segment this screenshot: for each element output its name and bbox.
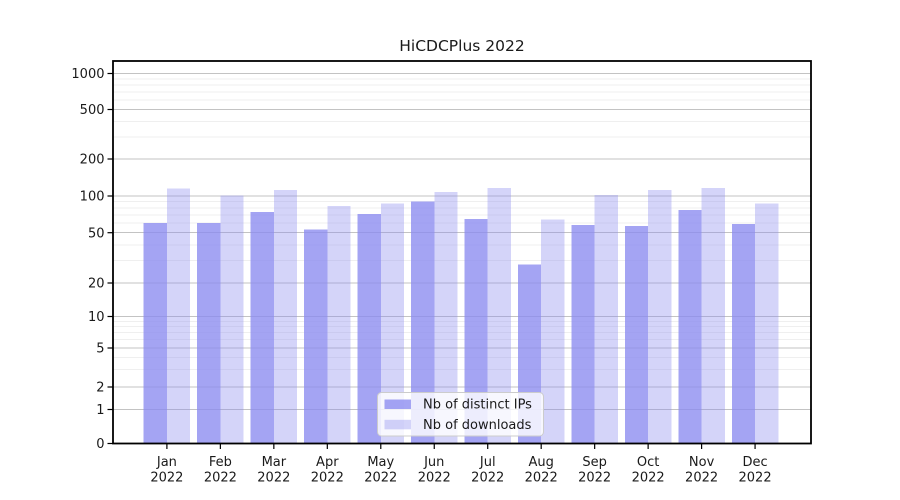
plot-frame xyxy=(112,60,812,445)
bar-distinct-ips-jan xyxy=(143,223,167,444)
legend-label-distinct-ips: Nb of distinct IPs xyxy=(423,398,532,413)
bar-downloads-apr xyxy=(327,205,351,444)
y-axis-tick-label: 5 xyxy=(96,342,104,357)
y-axis-tick-label: 0 xyxy=(96,437,104,452)
legend-swatch-downloads xyxy=(384,419,411,430)
minor-gridlines xyxy=(113,78,811,371)
chart-title: HiCDCPlus 2022 xyxy=(399,37,524,55)
bar-downloads-aug xyxy=(541,219,565,444)
axis-labels: 01251020501002005001000Jan2022Feb2022Mar… xyxy=(71,67,771,485)
x-axis-month-label: Mar xyxy=(262,455,287,470)
x-axis-year-label: 2022 xyxy=(257,471,290,486)
legend-swatch-distinct-ips xyxy=(384,399,411,409)
x-axis-month-label: Dec xyxy=(742,455,767,470)
x-axis-month-label: Nov xyxy=(689,455,715,470)
y-axis-tick-label: 10 xyxy=(88,310,105,325)
bar-downloads-nov xyxy=(701,188,725,444)
axis-ticks xyxy=(107,72,756,449)
y-axis-tick-label: 1 xyxy=(96,403,104,418)
x-axis-month-label: Jun xyxy=(423,455,444,470)
x-axis-month-label: Aug xyxy=(528,455,553,470)
bar-downloads-jan xyxy=(166,188,191,444)
x-axis-year-label: 2022 xyxy=(418,471,451,486)
legend: Nb of distinct IPs Nb of downloads xyxy=(377,392,544,437)
x-axis-year-label: 2022 xyxy=(578,471,611,486)
bar-distinct-ips-may xyxy=(357,214,381,444)
x-axis-year-label: 2022 xyxy=(364,471,397,486)
y-axis-tick-label: 500 xyxy=(80,103,105,118)
x-axis-month-label: Oct xyxy=(637,455,659,470)
x-axis-month-label: Jan xyxy=(156,455,177,470)
y-axis-tick-label: 1000 xyxy=(71,67,104,82)
bar-distinct-ips-nov xyxy=(678,209,702,444)
x-axis-year-label: 2022 xyxy=(471,471,504,486)
bar-distinct-ips-sep xyxy=(571,224,595,444)
x-axis-month-label: Sep xyxy=(582,455,607,470)
y-axis-tick-label: 100 xyxy=(80,190,105,205)
x-axis-month-label: Jul xyxy=(479,455,496,470)
x-axis-month-label: Apr xyxy=(316,455,339,470)
legend-label-downloads: Nb of downloads xyxy=(423,418,532,433)
y-axis-tick-label: 2 xyxy=(96,381,104,396)
bar-downloads-jul xyxy=(487,188,511,444)
x-axis-month-label: Feb xyxy=(209,455,232,470)
bar-distinct-ips-mar xyxy=(250,211,274,444)
bar-downloads-may xyxy=(380,203,404,444)
bar-distinct-ips-apr xyxy=(304,229,328,444)
x-axis-year-label: 2022 xyxy=(311,471,344,486)
bar-distinct-ips-dec xyxy=(731,223,756,444)
y-axis-tick-label: 20 xyxy=(88,277,105,292)
x-axis-year-label: 2022 xyxy=(150,471,183,486)
y-axis-tick-label: 200 xyxy=(80,153,105,168)
bar-downloads-mar xyxy=(273,189,298,444)
x-axis-year-label: 2022 xyxy=(525,471,558,486)
bar-downloads-oct xyxy=(648,189,672,444)
bar-distinct-ips-oct xyxy=(624,225,649,444)
bar-downloads-feb xyxy=(220,195,244,444)
x-axis-year-label: 2022 xyxy=(632,471,665,486)
bar-downloads-sep xyxy=(594,194,618,444)
bar-downloads-jun xyxy=(434,191,458,444)
x-axis-month-label: May xyxy=(367,455,394,470)
y-axis-tick-label: 50 xyxy=(88,226,105,241)
bar-distinct-ips-feb xyxy=(197,223,221,444)
bar-downloads-dec xyxy=(755,203,779,444)
x-axis-year-label: 2022 xyxy=(739,471,772,486)
x-axis-year-label: 2022 xyxy=(204,471,237,486)
legend-box xyxy=(377,392,544,437)
bar-distinct-ips-jul xyxy=(464,218,488,444)
bars xyxy=(143,188,779,444)
x-axis-year-label: 2022 xyxy=(685,471,718,486)
bar-distinct-ips-jun xyxy=(411,201,435,444)
